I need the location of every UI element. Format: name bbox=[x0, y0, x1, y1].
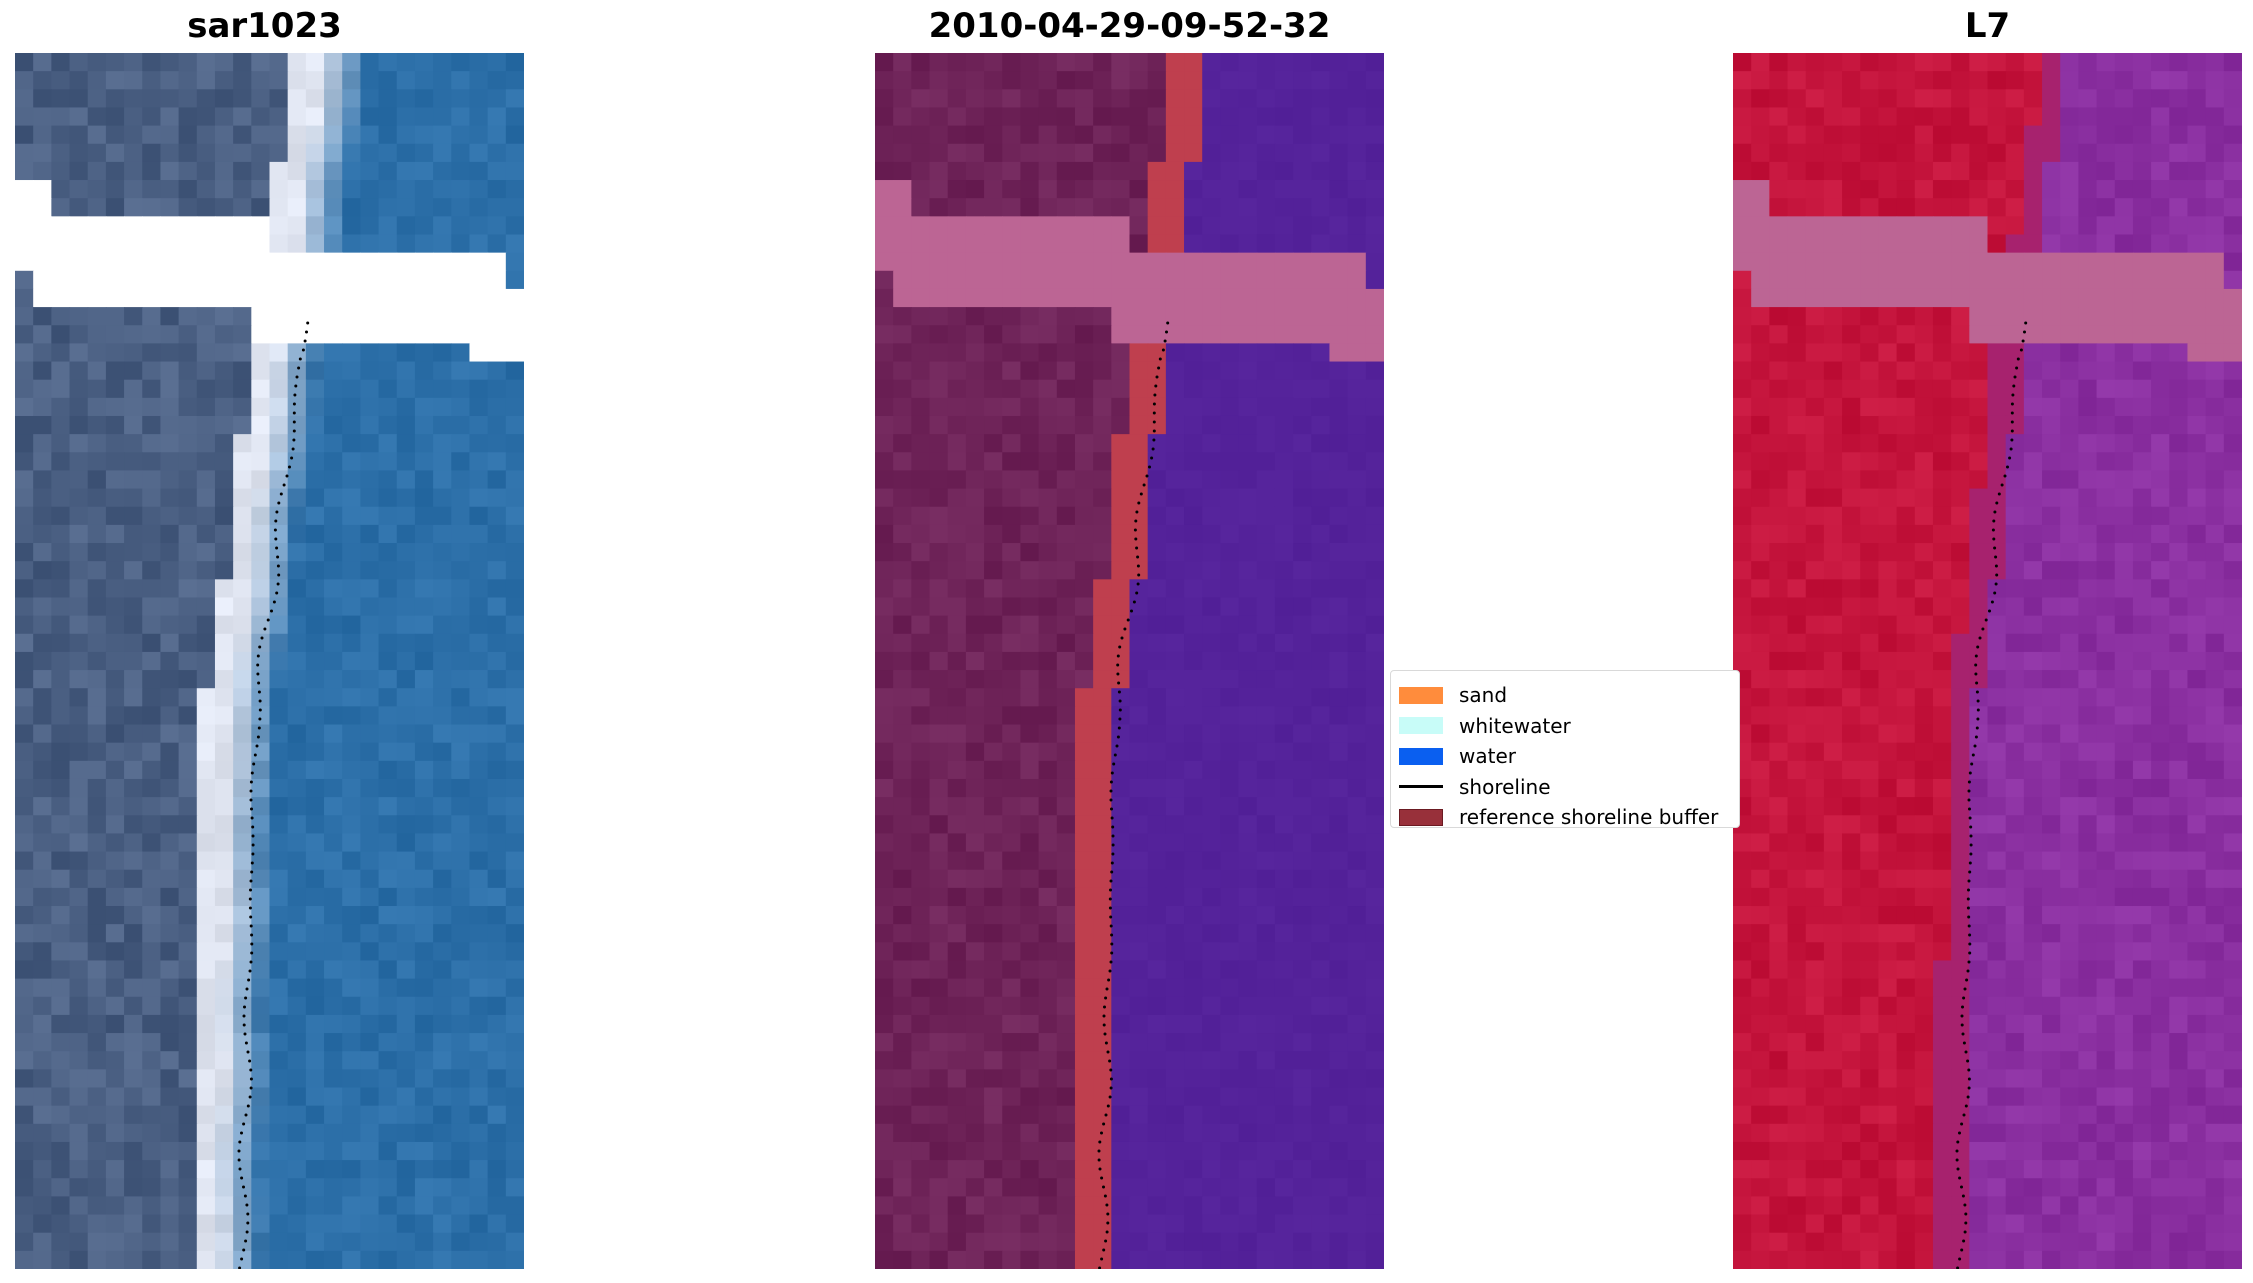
legend-swatch-water bbox=[1399, 747, 1443, 765]
legend-label-water: water bbox=[1459, 744, 1516, 769]
legend-item-shoreline: shoreline bbox=[1399, 772, 1739, 803]
shoreline-dots bbox=[1955, 321, 2028, 1269]
legend-label-reference-buffer: reference shoreline buffer bbox=[1459, 805, 1719, 830]
classified-image bbox=[875, 53, 1384, 1269]
shoreline-dots bbox=[237, 321, 310, 1269]
legend-label-sand: sand bbox=[1459, 683, 1508, 708]
legend-label-whitewater: whitewater bbox=[1459, 713, 1571, 738]
classified-image-panel bbox=[875, 53, 1384, 1269]
legend-label-shoreline: shoreline bbox=[1459, 774, 1551, 799]
rgb-image-panel bbox=[15, 53, 524, 1269]
legend: sand whitewater water shoreline referenc… bbox=[1390, 670, 1740, 829]
legend-item-sand: sand bbox=[1399, 680, 1739, 711]
legend-swatch-sand bbox=[1399, 686, 1443, 704]
rgb-image bbox=[15, 53, 524, 1269]
legend-swatch-whitewater bbox=[1399, 717, 1443, 735]
legend-swatch-reference-buffer bbox=[1399, 808, 1443, 826]
mndwi-image bbox=[1733, 53, 2242, 1269]
panel-title-rgb: sar1023 bbox=[187, 6, 342, 46]
panel-title-mndwi: L7 bbox=[1964, 6, 2011, 46]
legend-item-whitewater: whitewater bbox=[1399, 711, 1739, 742]
legend-item-water: water bbox=[1399, 741, 1739, 772]
shoreline-dots bbox=[1097, 321, 1170, 1269]
legend-item-reference-buffer: reference shoreline buffer bbox=[1399, 802, 1739, 833]
mndwi-image-panel bbox=[1733, 53, 2242, 1269]
legend-line-shoreline bbox=[1399, 778, 1443, 795]
panel-title-classified: 2010-04-29-09-52-32 bbox=[928, 6, 1331, 46]
